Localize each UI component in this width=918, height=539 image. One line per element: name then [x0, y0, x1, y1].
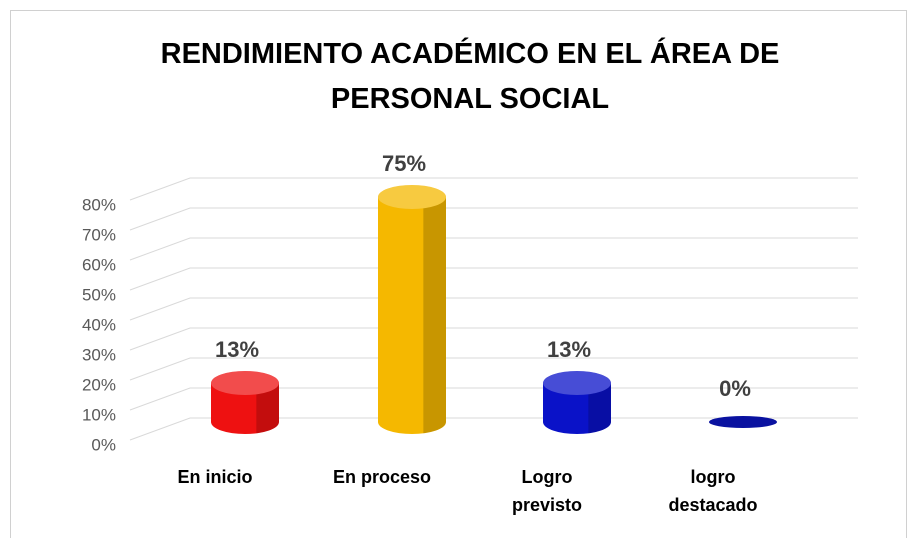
- cylinder-top-highlight: [378, 185, 446, 209]
- y-tick-label: 40%: [82, 315, 116, 334]
- grid-line: [129, 297, 858, 321]
- value-label: 75%: [382, 151, 426, 176]
- value-label: 13%: [547, 337, 591, 362]
- cylinder-body: [211, 383, 279, 434]
- y-tick-label: 30%: [82, 345, 116, 364]
- cylinder-shade: [423, 197, 446, 434]
- cylinder-shade: [256, 383, 279, 434]
- grid-line: [129, 267, 858, 291]
- cylinder-top: [211, 371, 279, 395]
- grid-line: [129, 357, 858, 381]
- cylinder-top: [709, 416, 777, 428]
- y-tick-label: 10%: [82, 405, 116, 424]
- value-label: 13%: [215, 337, 259, 362]
- grid-line: [129, 417, 858, 441]
- y-tick-label: 20%: [82, 375, 116, 394]
- grid-line: [129, 327, 858, 351]
- grid-line: [129, 177, 858, 201]
- y-tick-label: 50%: [82, 285, 116, 304]
- cylinder-top: [543, 371, 611, 395]
- chart-title: RENDIMIENTO ACADÉMICO EN EL ÁREA DE PERS…: [160, 38, 780, 115]
- cylinder-top-highlight: [543, 371, 611, 395]
- value-label: 0%: [719, 376, 751, 401]
- cylinder-body: [378, 197, 446, 434]
- x-tick-label: En proceso: [332, 467, 432, 487]
- y-tick-label: 80%: [82, 195, 116, 214]
- x-tick-label: Logro previsto: [511, 467, 583, 515]
- cylinder-top-highlight: [211, 371, 279, 395]
- chart-frame: [10, 10, 907, 538]
- grid-line: [129, 237, 858, 261]
- x-tick-label: logro destacado: [668, 467, 758, 515]
- x-tick-label: En inicio: [177, 467, 253, 487]
- grid-line: [129, 207, 858, 231]
- grid-line: [129, 387, 858, 411]
- y-tick-label: 60%: [82, 255, 116, 274]
- y-tick-label: 70%: [82, 225, 116, 244]
- y-tick-label: 0%: [91, 435, 116, 454]
- cylinder-body: [543, 383, 611, 434]
- cylinder-top: [378, 185, 446, 209]
- cylinder-shade: [588, 383, 611, 434]
